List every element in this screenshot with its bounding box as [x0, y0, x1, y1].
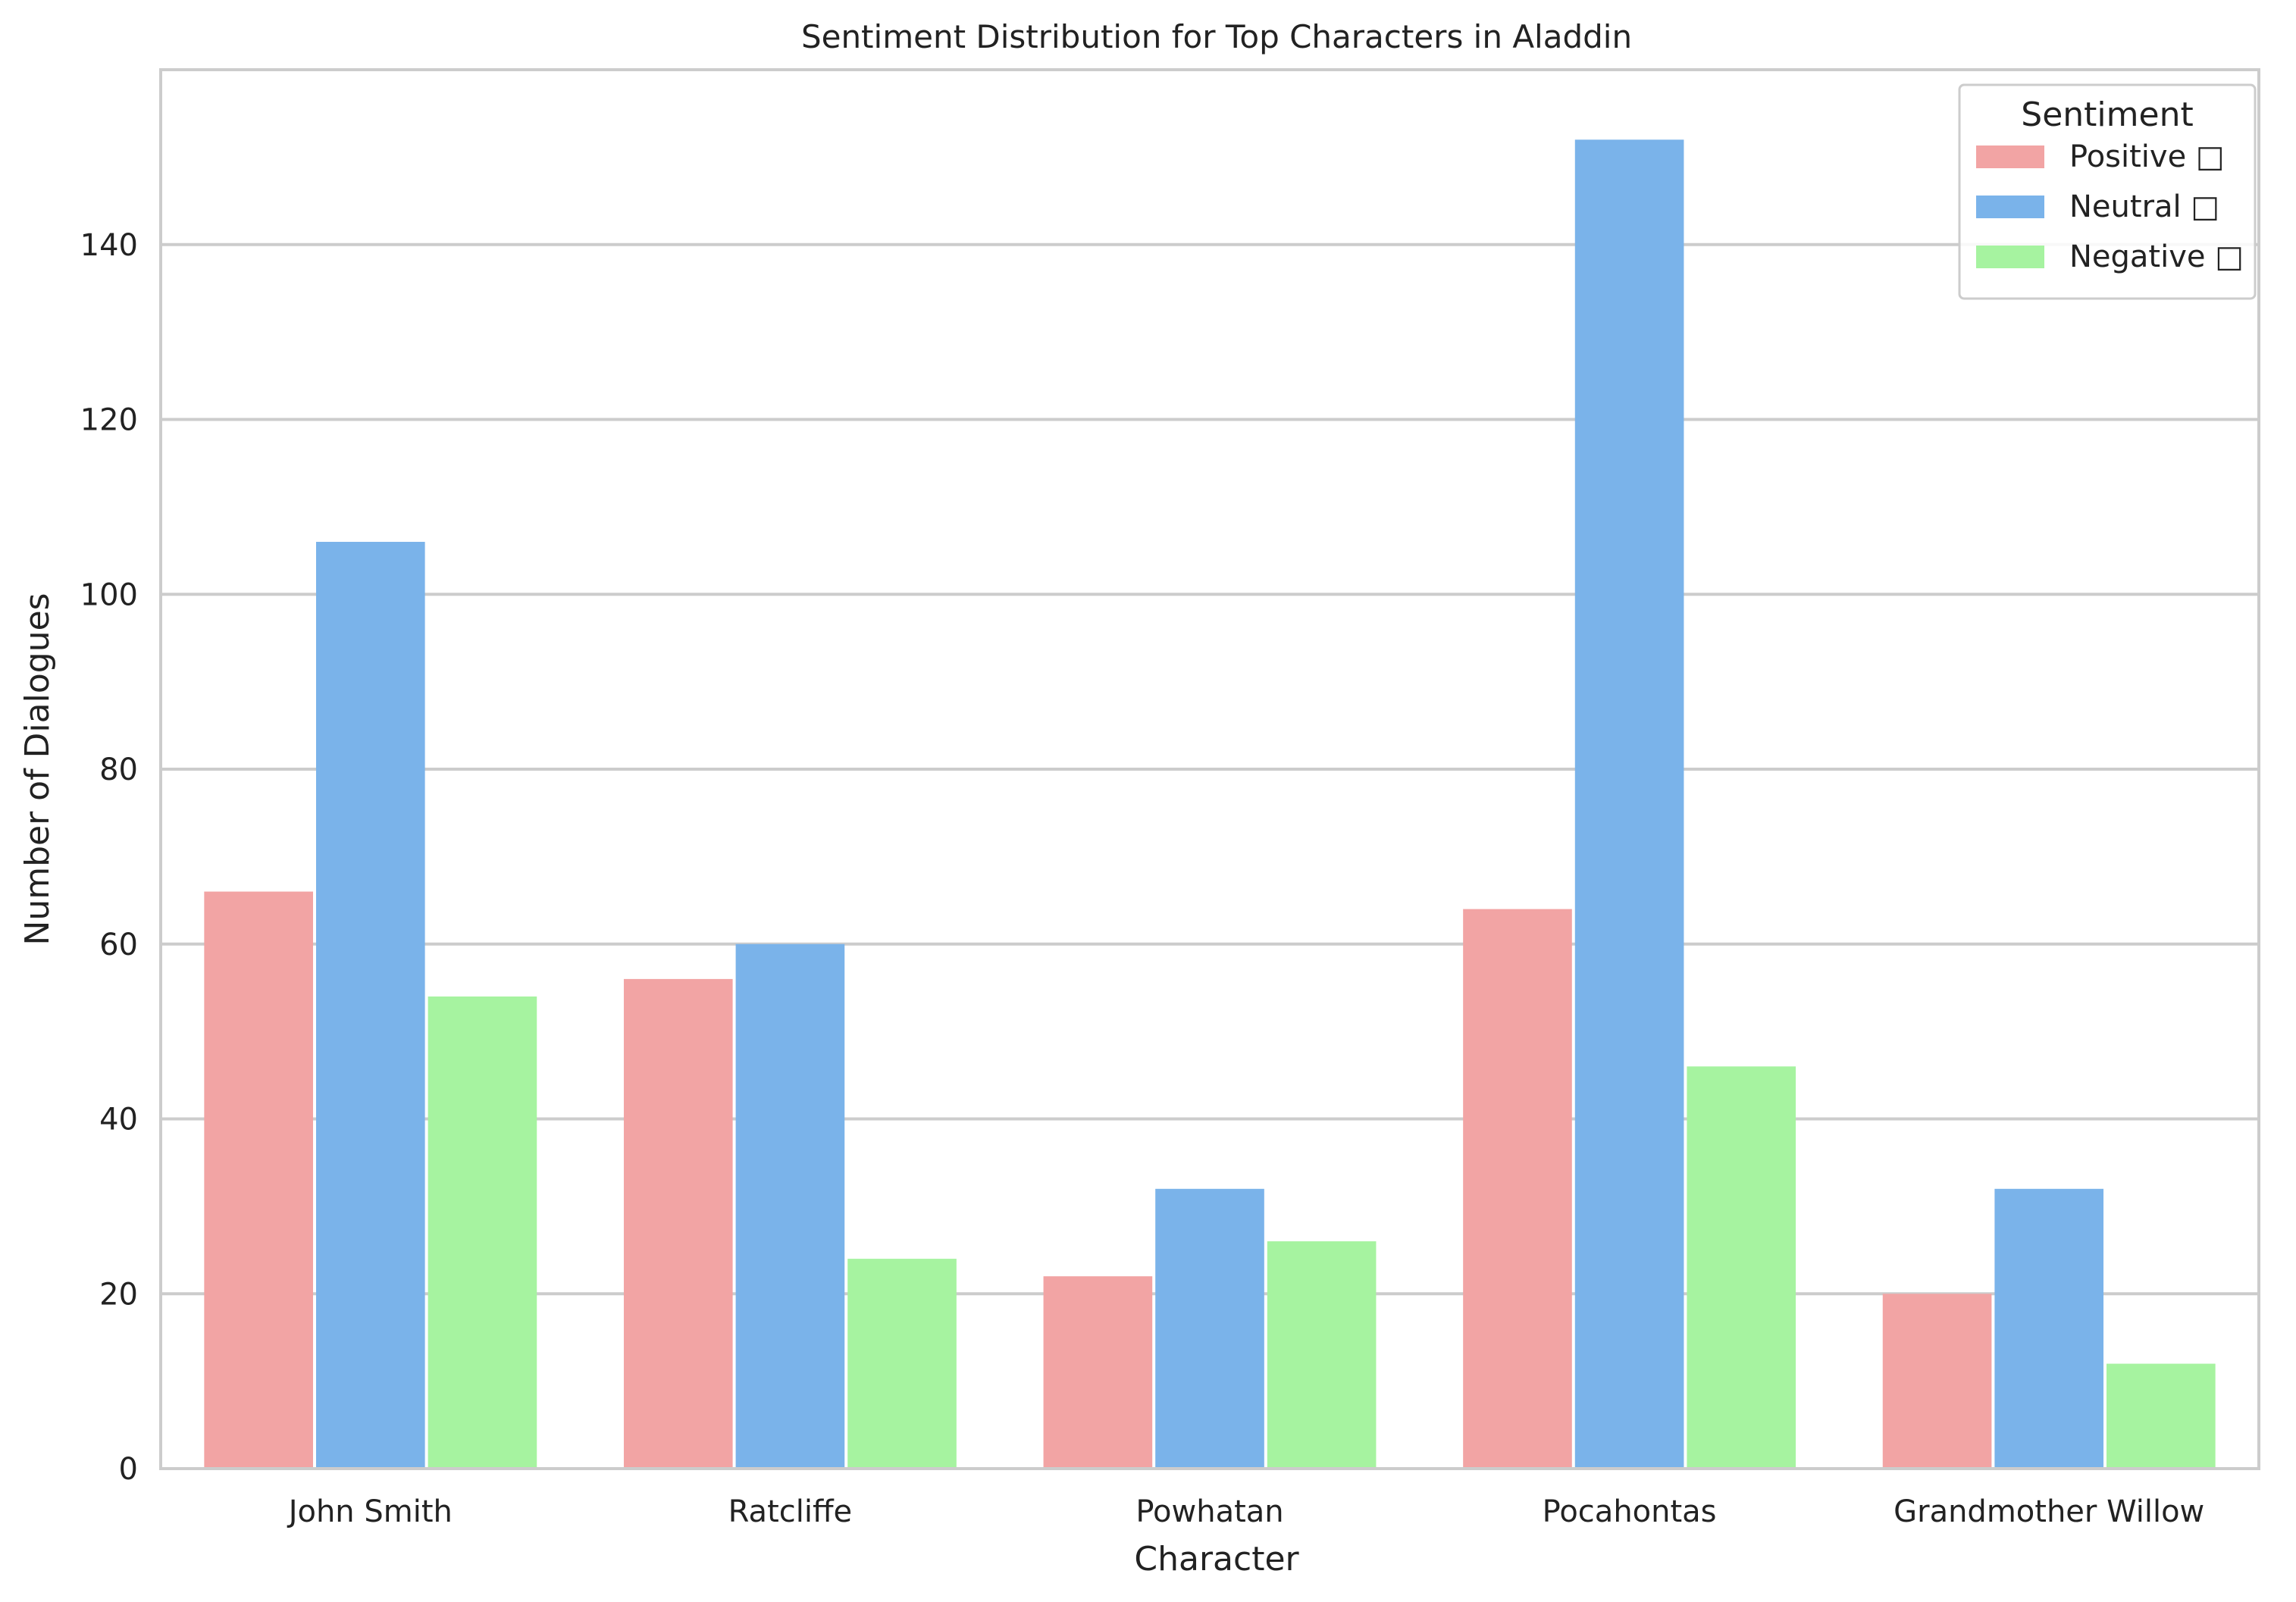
legend-items: Positive □ Neutral □ Negative □: [1976, 139, 2244, 274]
bar: [1994, 1188, 2104, 1469]
bar: [1155, 1188, 1264, 1469]
bar: [1687, 1066, 1796, 1469]
x-axis-label: Character: [1134, 1540, 1299, 1579]
legend-swatch: [1976, 246, 2044, 268]
y-tick-label: 20: [99, 1277, 138, 1312]
bar: [1043, 1276, 1153, 1469]
bar: [315, 542, 425, 1469]
y-tick-label: 100: [80, 577, 138, 612]
bar: [1267, 1241, 1377, 1469]
bar: [1882, 1294, 1992, 1469]
y-tick-label: 80: [99, 753, 138, 787]
y-tick-labels: 0 20 40 60 80 100 120 140: [80, 228, 138, 1487]
legend-title: Sentiment: [2021, 95, 2193, 134]
bar: [428, 996, 537, 1469]
x-tick-label: Ratcliffe: [728, 1494, 853, 1529]
y-axis-label: Number of Dialogues: [18, 593, 57, 945]
x-tick-labels: John Smith Ratcliffe Powhatan Pocahontas Gra…: [287, 1494, 2205, 1529]
bar: [735, 943, 845, 1469]
y-tick-label: 140: [80, 228, 138, 263]
legend-label: Neutral □: [2069, 189, 2219, 224]
legend-label: Negative □: [2069, 239, 2244, 274]
y-tick-label: 0: [119, 1452, 138, 1487]
bar: [1463, 909, 1572, 1469]
bar: [847, 1259, 957, 1469]
bar: [1574, 139, 1684, 1469]
plot-frame: [159, 68, 2260, 1470]
legend: Sentiment Positive □ Neutral □ Negative □: [1958, 83, 2257, 300]
bar: [204, 891, 313, 1469]
chart-title: Sentiment Distribution for Top Character…: [801, 18, 1632, 55]
legend-swatch: [1976, 196, 2044, 218]
x-tick-label: Pocahontas: [1543, 1494, 1717, 1529]
y-tick-label: 120: [80, 403, 138, 438]
x-tick-label: John Smith: [287, 1494, 453, 1529]
x-tick-label: Grandmother Willow: [1893, 1494, 2204, 1529]
legend-box: [1958, 83, 2257, 300]
bar: [2106, 1363, 2216, 1469]
y-tick-label: 60: [99, 928, 138, 962]
bar: [623, 978, 733, 1469]
x-tick-label: Powhatan: [1135, 1494, 1283, 1529]
bars: [204, 139, 2216, 1469]
legend-label: Positive □: [2069, 139, 2225, 174]
legend-swatch: [1976, 145, 2044, 168]
y-tick-label: 40: [99, 1103, 138, 1137]
